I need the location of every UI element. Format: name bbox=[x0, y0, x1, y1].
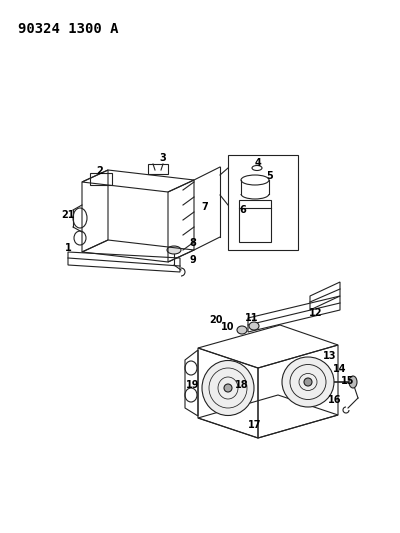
Text: 6: 6 bbox=[240, 205, 246, 215]
Bar bbox=[228, 155, 298, 250]
Text: 14: 14 bbox=[333, 364, 347, 374]
Text: 19: 19 bbox=[186, 380, 200, 390]
Text: 11: 11 bbox=[245, 313, 259, 323]
Bar bbox=[239, 200, 271, 242]
Text: 10: 10 bbox=[221, 322, 235, 332]
Text: 12: 12 bbox=[309, 308, 323, 318]
Ellipse shape bbox=[202, 360, 254, 416]
Ellipse shape bbox=[304, 378, 312, 386]
Text: 8: 8 bbox=[190, 238, 196, 248]
Ellipse shape bbox=[349, 376, 357, 388]
Text: 21: 21 bbox=[61, 210, 75, 220]
Text: 90324 1300 A: 90324 1300 A bbox=[18, 22, 118, 36]
Ellipse shape bbox=[224, 384, 232, 392]
Text: 7: 7 bbox=[202, 202, 208, 212]
Ellipse shape bbox=[249, 322, 259, 330]
Text: 17: 17 bbox=[248, 420, 262, 430]
Text: 13: 13 bbox=[323, 351, 337, 361]
Ellipse shape bbox=[167, 246, 181, 254]
Text: 4: 4 bbox=[255, 158, 261, 168]
Text: 5: 5 bbox=[267, 171, 273, 181]
Text: 18: 18 bbox=[235, 380, 249, 390]
Text: 9: 9 bbox=[190, 255, 196, 265]
Text: 3: 3 bbox=[160, 153, 166, 163]
Text: 15: 15 bbox=[341, 376, 355, 386]
Bar bbox=[90, 173, 112, 185]
Text: 16: 16 bbox=[328, 395, 342, 405]
Text: 1: 1 bbox=[65, 243, 71, 253]
Text: 20: 20 bbox=[209, 315, 223, 325]
Ellipse shape bbox=[237, 326, 247, 334]
Ellipse shape bbox=[282, 357, 334, 407]
Bar bbox=[148, 164, 168, 174]
Text: 2: 2 bbox=[97, 166, 103, 176]
